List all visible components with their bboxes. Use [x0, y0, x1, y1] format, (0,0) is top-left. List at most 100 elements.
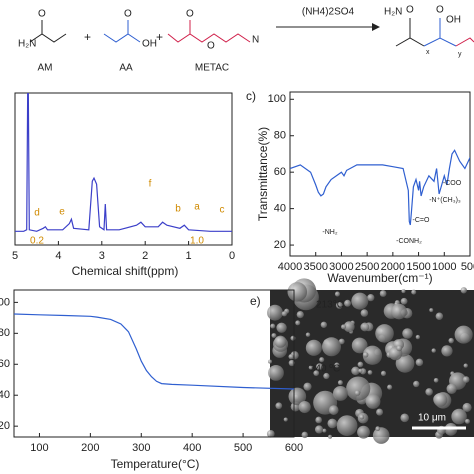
plus: +	[156, 30, 163, 44]
particle	[463, 363, 468, 368]
particle	[360, 309, 369, 317]
particle	[341, 324, 346, 330]
x-tick-label: 400	[183, 442, 201, 454]
annotation: 340 ºC	[310, 364, 340, 375]
atom: OH	[142, 39, 157, 50]
sem-image: 10 μm e)	[250, 278, 474, 444]
bond	[167, 33, 251, 43]
y-tick-label: 80	[274, 130, 286, 142]
plus: +	[84, 30, 91, 44]
particle	[336, 415, 358, 436]
atom: O	[186, 9, 194, 20]
atom: O	[38, 9, 46, 20]
atom: H₂N	[18, 39, 36, 50]
annotation: d	[34, 208, 40, 219]
atom: O	[124, 9, 132, 20]
particle	[375, 426, 381, 432]
y-tick-label: 40	[274, 203, 286, 215]
particle	[351, 366, 360, 376]
particle	[334, 291, 340, 297]
particle	[357, 361, 364, 368]
panel-label: c)	[246, 89, 256, 103]
particle	[465, 418, 470, 424]
particle	[411, 289, 417, 295]
reagent: (NH4)2SO4	[302, 7, 355, 18]
y-tick-label: 60	[0, 358, 10, 370]
particle	[296, 310, 304, 319]
particle	[314, 425, 324, 434]
atom: OH	[446, 15, 461, 26]
particle	[354, 390, 361, 396]
particle	[283, 417, 288, 422]
spectrum-line	[290, 149, 470, 226]
x-tick-label: 1500	[406, 261, 430, 273]
x-tick-label: 2500	[355, 261, 379, 273]
particle	[379, 290, 387, 297]
x-tick-label: 1	[186, 250, 192, 262]
particle	[372, 427, 390, 444]
annotation: 213°C	[316, 300, 344, 311]
y-tick-label: 100	[0, 296, 10, 308]
annotation: e	[59, 207, 65, 218]
particle	[358, 368, 363, 373]
particle	[346, 376, 371, 401]
particle	[429, 308, 434, 313]
y-axis-label: Transmittance(%)	[256, 127, 270, 221]
particle	[351, 292, 369, 310]
y-tick-label: 20	[274, 239, 286, 251]
bond	[103, 33, 141, 43]
particle	[305, 339, 322, 356]
particle	[402, 328, 413, 339]
plot-frame	[13, 289, 295, 438]
subscript: y	[458, 51, 462, 58]
particle	[344, 299, 352, 307]
x-tick-label: 4	[55, 250, 61, 262]
annotation: -NH₂	[322, 229, 337, 236]
particle	[351, 337, 368, 354]
bond	[455, 37, 474, 47]
atom: N	[252, 35, 259, 46]
particle	[441, 345, 453, 357]
x-tick-label: 500	[461, 261, 474, 273]
monomer-label: AA	[119, 63, 133, 74]
y-tick-label: 40	[0, 389, 10, 401]
x-axis-label: Wavenumber(cm⁻¹)	[327, 271, 432, 285]
monomer-label: METAC	[195, 63, 229, 74]
particle	[323, 372, 330, 380]
particle	[433, 392, 448, 407]
particle	[281, 311, 288, 317]
particle	[431, 348, 436, 353]
particle	[363, 352, 369, 358]
atom: O	[207, 41, 215, 52]
particle	[400, 413, 409, 423]
particle	[334, 362, 340, 368]
particle	[274, 335, 287, 348]
particle	[288, 354, 294, 360]
particle	[268, 359, 273, 364]
y-tick-label: 100	[268, 93, 286, 105]
bond	[29, 33, 67, 43]
bond	[423, 37, 457, 47]
particle	[375, 324, 394, 343]
annotation: -COO	[443, 180, 462, 187]
particle	[266, 429, 275, 438]
particle	[448, 337, 454, 344]
particle	[313, 370, 320, 377]
plot-frame	[289, 91, 471, 257]
x-tick-label: 2	[142, 250, 148, 262]
particle	[359, 414, 365, 420]
particle	[332, 385, 348, 401]
particle	[376, 408, 384, 416]
particle	[316, 363, 323, 371]
x-tick-label: 3000	[329, 261, 353, 273]
x-axis-label: Chemical shift(ppm)	[72, 264, 179, 278]
x-tick-label: 500	[234, 442, 252, 454]
particle	[396, 345, 403, 352]
particle	[343, 321, 355, 333]
spectrum-line	[14, 313, 294, 390]
particle	[335, 301, 343, 309]
x-tick-label: 2000	[381, 261, 405, 273]
particle	[270, 323, 276, 329]
